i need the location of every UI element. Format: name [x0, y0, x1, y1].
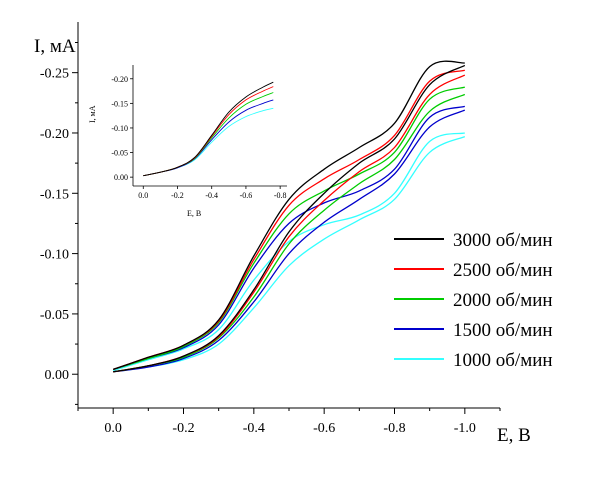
legend-label-4: 1500 об/мин [453, 320, 553, 341]
inset-plot: 0.0 -0.2 -0.4 -0.6 -0.8 0.00 -0.05 -0.10 -0.15 -0… [88, 65, 287, 218]
inset-x-tick-label: 0.0 [138, 191, 148, 200]
main-x-tick-label: -0.6 [313, 421, 335, 436]
main-y-tick-label: -0.05 [40, 308, 69, 323]
inset-series-1-line [143, 81, 274, 177]
inset-y-tick-label: -0.20 [111, 75, 128, 84]
main-y-axis-label: I, мА [34, 36, 76, 57]
legend-label-2: 2500 об/мин [453, 260, 553, 281]
main-series-5-forward-line [113, 132, 465, 372]
inset-y-axis-label: I, мА [88, 105, 97, 123]
main-x-tick-label: 0.0 [104, 421, 122, 436]
inset-x-tick-label: -0.4 [205, 191, 218, 200]
inset-series-4-line [143, 99, 274, 177]
inset-y-tick-label: -0.10 [111, 124, 128, 133]
main-series-1-reverse-line [113, 64, 466, 373]
main-series-5-reverse-line [113, 135, 466, 373]
main-x-axis-label: E, В [497, 425, 531, 446]
inset-y-tick-label: 0.00 [114, 173, 128, 182]
main-y-tick-label: 0.00 [45, 368, 70, 383]
main-x-tick-label: -0.8 [383, 421, 405, 436]
main-series-4-reverse-line [113, 109, 466, 373]
main-plot: 0.0 -0.2 -0.4 -0.6 -0.8 -1.0 0.00 -0.05 -0.10 -0.… [34, 22, 531, 446]
inset-y-tick-label: -0.15 [111, 99, 128, 108]
inset-series-3-line [143, 92, 274, 177]
main-series-1-forward-line [112, 60, 465, 371]
inset-y-tick-label: -0.05 [111, 149, 128, 158]
main-x-tick-label: -0.2 [172, 421, 194, 436]
main-series-2-forward-line [112, 69, 466, 371]
inset-x-tick-label: -0.2 [171, 191, 184, 200]
main-series-4-forward-line [113, 105, 465, 371]
legend-label-1: 3000 об/мин [453, 230, 553, 251]
main-x-tick-label: -0.4 [243, 421, 265, 436]
legend-label-5: 1000 об/мин [453, 350, 553, 371]
main-x-tick-label: -1.0 [454, 421, 476, 436]
main-y-tick-label: -0.15 [40, 187, 69, 202]
inset-x-axis-label: E, B [187, 209, 201, 218]
main-y-tick-label: -0.10 [40, 248, 69, 263]
legend-label-3: 2000 об/мин [453, 290, 553, 311]
legend: 3000 об/мин 2500 об/мин 2000 об/мин 1500 об… [394, 230, 553, 371]
main-series-3-reverse-line [113, 93, 466, 373]
main-y-tick-label: -0.20 [40, 127, 69, 142]
main-series-3-forward-line [113, 86, 466, 371]
inset-x-tick-label: -0.6 [240, 191, 253, 200]
main-y-tick-label: -0.25 [40, 67, 69, 82]
inset-x-tick-label: -0.8 [274, 191, 287, 200]
